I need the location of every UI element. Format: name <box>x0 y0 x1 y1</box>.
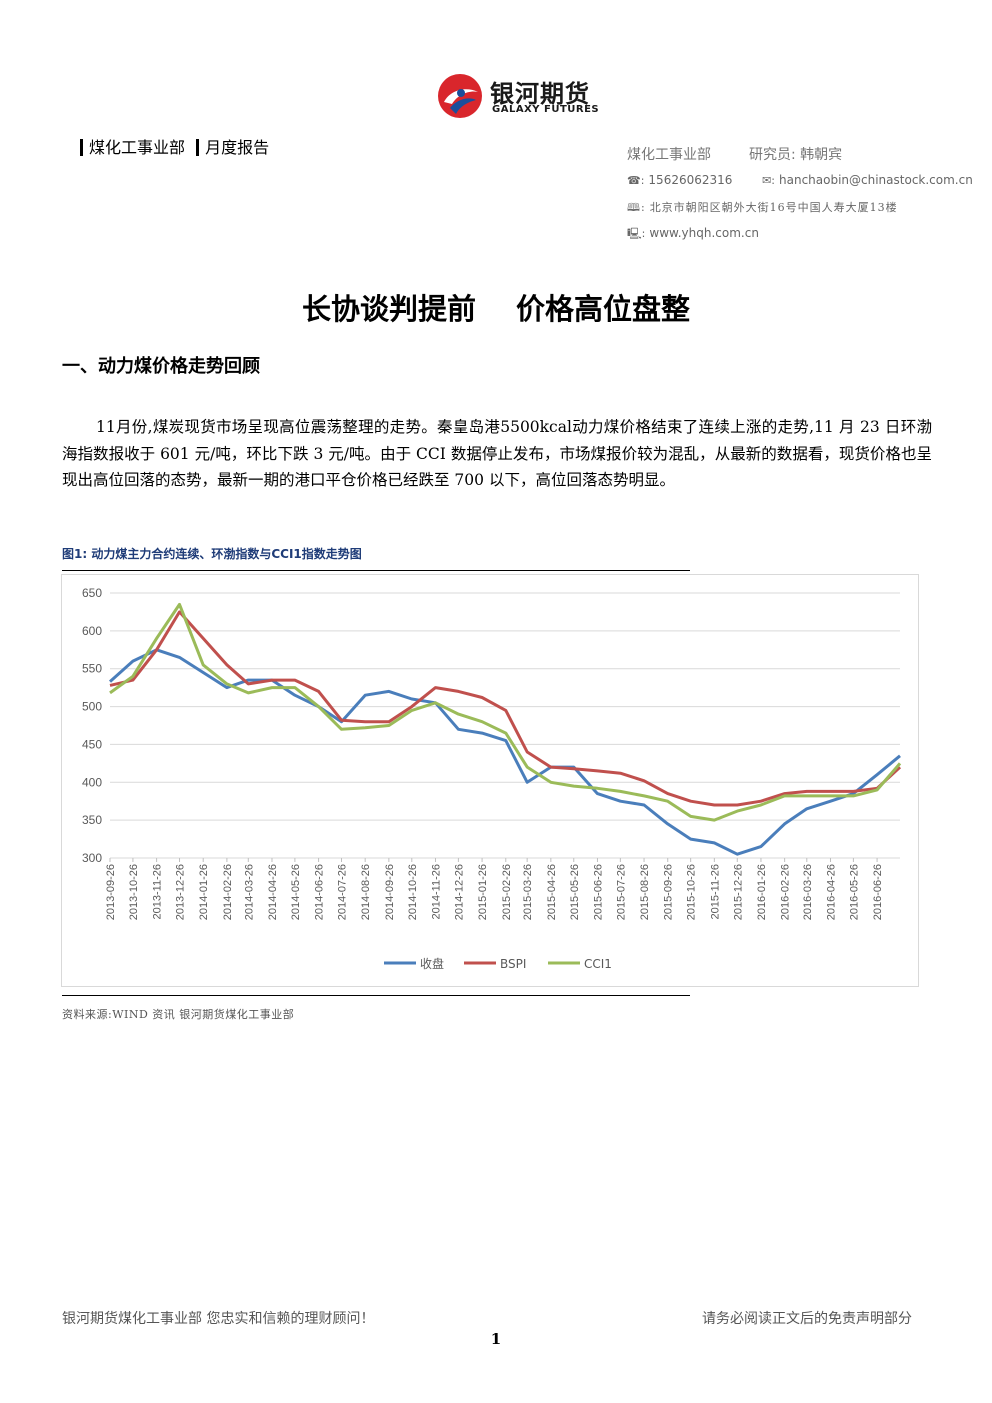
galaxy-logo-icon <box>438 74 482 118</box>
figure-bottom-rule <box>62 995 690 996</box>
department-label: 煤化工事业部 <box>89 138 186 157</box>
x-tick-label: 2014-12-26 <box>453 864 465 920</box>
phone-number: 15626062316 <box>648 173 733 187</box>
x-tick-label: 2014-03-26 <box>243 864 255 920</box>
phone-icon: ☎: <box>627 174 645 187</box>
series-line-2 <box>109 602 902 822</box>
breadcrumb: 煤化工事业部 月度报告 <box>80 134 269 158</box>
report-type-label: 月度报告 <box>205 138 270 157</box>
legend-label: CCI1 <box>584 957 612 971</box>
y-tick-label: 500 <box>82 700 102 714</box>
x-tick-label: 2014-02-26 <box>222 864 234 920</box>
website-icon: 🖳: <box>627 227 646 240</box>
x-tick-label: 2014-11-26 <box>430 864 442 919</box>
report-title: 长协谈判提前 价格高位盘整 <box>0 286 992 328</box>
x-tick-label: 2015-03-26 <box>522 864 534 920</box>
address-icon: 🕮: <box>627 201 646 214</box>
y-tick-label: 550 <box>82 662 102 676</box>
x-tick-label: 2014-05-26 <box>290 864 302 920</box>
x-tick-label: 2015-12-26 <box>732 864 744 920</box>
series-line-0 <box>108 648 901 856</box>
x-tick-label: 2014-04-26 <box>267 864 279 920</box>
figure-top-rule <box>62 570 690 571</box>
chart-container: 300 350 400 450 500 550 600 650 2013-09-26 2013-1… <box>61 574 919 987</box>
x-tick-label: 2013-12-26 <box>175 864 187 920</box>
x-tick-label: 2015-11-26 <box>709 864 721 919</box>
logo-text-cn: 银河期货 <box>490 80 590 108</box>
divider-bar <box>196 139 200 156</box>
x-tick-label: 2015-04-26 <box>546 864 558 920</box>
contact-block: 煤化工事业部 研究员: 韩朝宾 ☎: 15626062316 ✉: hanchaobi… <box>627 144 973 240</box>
contact-department: 煤化工事业部 <box>627 147 711 163</box>
y-tick-label: 600 <box>82 624 102 638</box>
x-tick-label: 2014-01-26 <box>198 864 210 920</box>
footer-disclaimer: 请务必阅读正文后的免责声明部分 <box>702 1311 912 1327</box>
x-tick-label: 2014-10-26 <box>407 864 419 920</box>
x-tick-label: 2015-09-26 <box>663 864 675 920</box>
y-tick-label: 650 <box>82 586 102 600</box>
x-tick-label: 2013-10-26 <box>128 864 140 920</box>
x-tick-label: 2014-09-26 <box>384 864 396 920</box>
x-tick-label: 2015-10-26 <box>686 864 698 920</box>
x-tick-label: 2016-05-26 <box>848 864 860 920</box>
office-address: 北京市朝阳区朝外大街16号中国人寿大厦13楼 <box>649 201 898 214</box>
footer-slogan: 银河期货煤化工事业部 您忠实和信赖的理财顾问！ <box>62 1311 375 1327</box>
figure-source: 资料来源:WIND 资讯 银河期货煤化工事业部 <box>62 1008 295 1021</box>
x-tick-label: 2016-01-26 <box>756 864 768 920</box>
x-tick-label: 2013-11-26 <box>152 864 164 919</box>
y-tick-label: 450 <box>82 737 102 751</box>
email-icon: ✉: <box>762 174 775 187</box>
y-tick-label: 400 <box>82 775 102 789</box>
x-tick-label: 2015-01-26 <box>477 864 489 920</box>
page-number: 1 <box>490 1330 502 1348</box>
x-tick-label: 2015-06-26 <box>592 864 604 920</box>
x-tick-label: 2015-05-26 <box>569 864 581 920</box>
x-tick-label: 2016-03-26 <box>802 864 814 920</box>
logo-text-en: GALAXY FUTURES <box>492 104 600 115</box>
x-tick-label: 2015-08-26 <box>639 864 651 920</box>
figure-caption: 图1: 动力煤主力合约连续、环渤指数与CCI1指数走势图 <box>62 547 362 561</box>
legend-label: BSPI <box>500 957 526 971</box>
body-paragraph: 11月份,煤炭现货市场呈现高位震荡整理的走势。秦皇岛港5500kcal动力煤价格… <box>62 418 932 489</box>
x-tick-label: 2016-04-26 <box>825 864 837 920</box>
divider-bar <box>80 139 83 156</box>
email-address[interactable]: hanchaobin@chinastock.com.cn <box>779 173 973 187</box>
website-link[interactable]: www.yhqh.com.cn <box>649 226 759 240</box>
x-tick-label: 2014-08-26 <box>360 864 372 920</box>
report-title-part2: 价格高位盘整 <box>516 292 691 326</box>
y-tick-label: 350 <box>82 813 102 827</box>
y-tick-label: 300 <box>82 851 102 865</box>
x-tick-label: 2016-02-26 <box>780 864 792 920</box>
x-tick-label: 2016-06-26 <box>872 864 884 920</box>
legend-label: 收盘 <box>420 956 444 971</box>
series-line-1 <box>109 610 902 807</box>
report-title-part1: 长协谈判提前 <box>301 292 476 326</box>
x-tick-label: 2014-06-26 <box>314 864 326 920</box>
x-tick-label: 2015-02-26 <box>501 864 513 920</box>
researcher-name: 研究员: 韩朝宾 <box>749 147 843 163</box>
x-tick-label: 2015-07-26 <box>615 864 627 920</box>
price-trend-chart: 300 350 400 450 500 550 600 650 2013-09-26 2013-1… <box>82 586 902 971</box>
company-logo: 银河期货 GALAXY FUTURES <box>436 72 636 120</box>
x-tick-label: 2014-07-26 <box>336 864 348 920</box>
x-tick-label: 2013-09-26 <box>105 864 117 920</box>
section-heading: 一、动力煤价格走势回顾 <box>62 356 260 377</box>
